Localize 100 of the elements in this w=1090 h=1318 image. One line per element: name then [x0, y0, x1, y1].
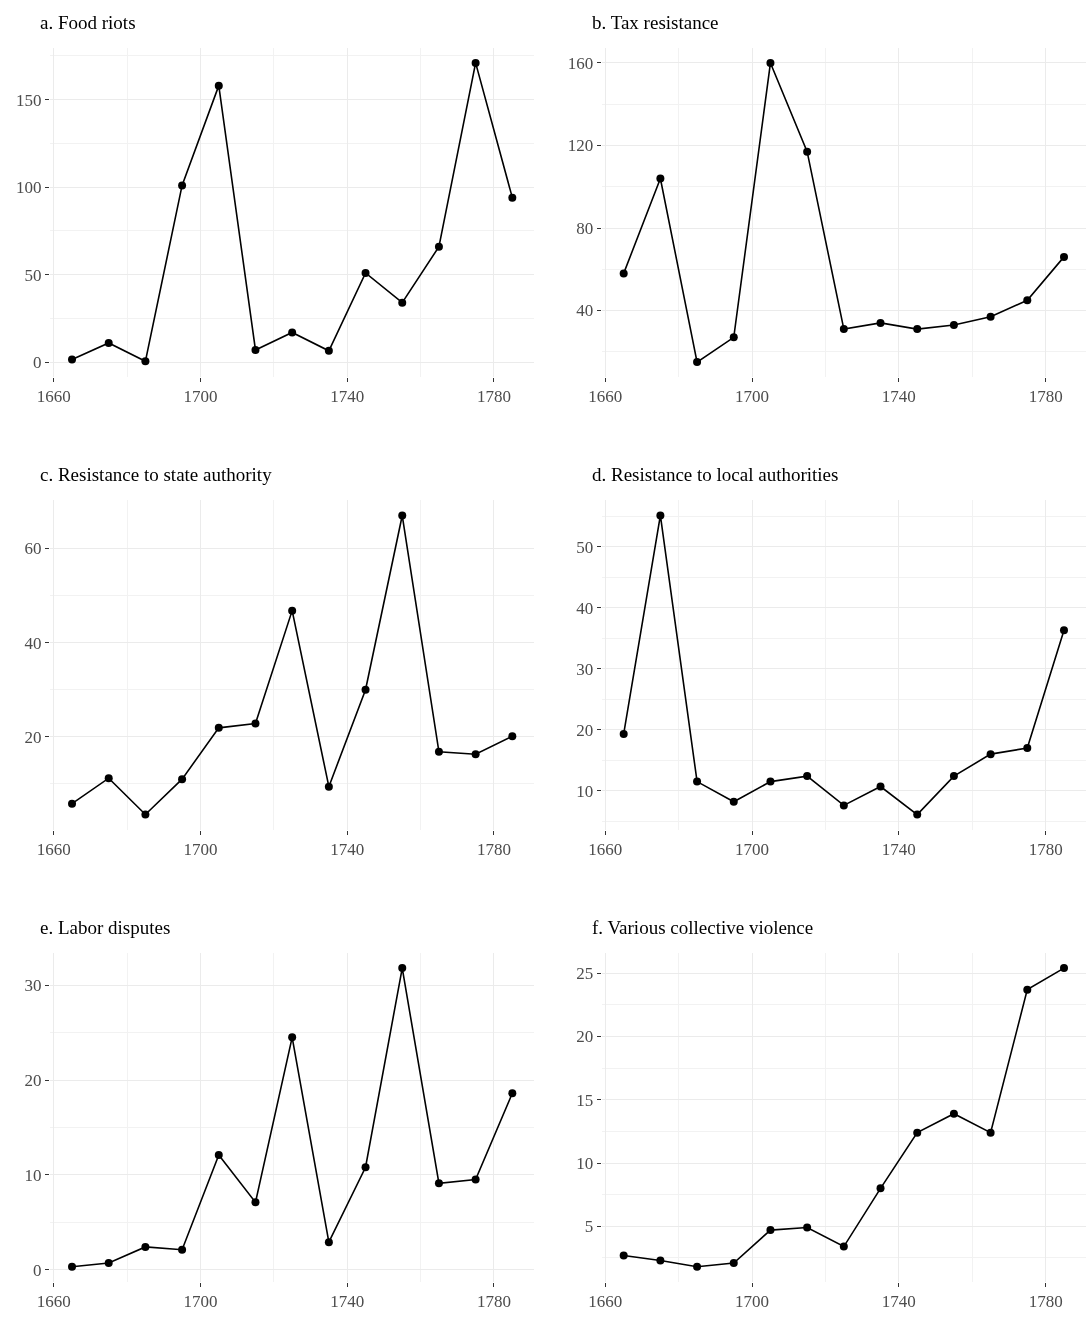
y-tick-label: 10 [24, 1165, 42, 1185]
point [693, 1262, 702, 1271]
point [251, 345, 260, 354]
point [398, 298, 407, 307]
point [656, 511, 665, 520]
y-tick-label: 0 [33, 1260, 42, 1280]
point [141, 357, 150, 366]
point [508, 193, 517, 202]
x-tick-label: 1780 [1028, 387, 1063, 407]
x-tick-label: 1780 [476, 1292, 511, 1312]
point [949, 320, 958, 329]
point [434, 242, 443, 251]
point [839, 801, 848, 810]
point [214, 723, 223, 732]
x-tick-label: 1780 [1028, 839, 1063, 859]
y-tick-label: 40 [576, 301, 594, 321]
y-tick-label: 100 [16, 178, 42, 198]
point [803, 772, 812, 781]
y-tick-label: 50 [24, 265, 42, 285]
point [949, 772, 958, 781]
chart-title: b. Tax resistance [592, 12, 719, 33]
chart-title: d. Resistance to local authorities [592, 464, 839, 485]
point [803, 147, 812, 156]
x-tick-label: 1780 [476, 839, 511, 859]
y-tick-label: 40 [576, 598, 594, 618]
point [656, 1256, 665, 1265]
point [434, 747, 443, 756]
point [986, 750, 995, 759]
point [1023, 985, 1032, 994]
point [104, 1259, 113, 1268]
y-tick-label: 0 [33, 353, 42, 373]
point [471, 1175, 480, 1184]
point [619, 1251, 628, 1260]
point [656, 174, 665, 183]
point [251, 719, 260, 728]
x-tick-label: 1740 [881, 387, 916, 407]
point [619, 269, 628, 278]
x-tick-label: 1740 [881, 1292, 916, 1312]
point [766, 58, 775, 67]
point [876, 318, 885, 327]
point [68, 355, 77, 364]
point [104, 774, 113, 783]
point [1023, 744, 1032, 753]
y-tick-label: 20 [576, 720, 594, 740]
point [288, 328, 297, 337]
x-tick-label: 1700 [183, 1292, 218, 1312]
point [693, 358, 702, 367]
point [361, 685, 370, 694]
point [766, 777, 775, 786]
y-tick-label: 10 [576, 781, 594, 801]
point [434, 1179, 443, 1188]
y-tick-label: 60 [24, 539, 42, 559]
point [876, 782, 885, 791]
x-tick-label: 1780 [476, 387, 511, 407]
point [251, 1198, 260, 1207]
x-tick-label: 1740 [330, 839, 365, 859]
point [803, 1223, 812, 1232]
point [178, 1245, 187, 1254]
point [178, 181, 187, 190]
x-tick-label: 1660 [36, 387, 71, 407]
y-tick-label: 5 [584, 1217, 594, 1237]
point [1059, 252, 1068, 261]
chart-title: e. Labor disputes [40, 917, 171, 938]
point [693, 777, 702, 786]
point [619, 729, 628, 738]
point [1059, 626, 1068, 635]
y-tick-label: 20 [576, 1027, 594, 1047]
y-tick-label: 30 [24, 976, 42, 996]
y-tick-label: 30 [576, 659, 594, 679]
point [288, 606, 297, 615]
x-tick-label: 1660 [588, 839, 623, 859]
x-tick-label: 1740 [881, 839, 916, 859]
chart-title: a. Food riots [40, 12, 136, 33]
y-tick-label: 40 [24, 633, 42, 653]
point [471, 58, 480, 67]
point [1023, 296, 1032, 305]
point [324, 346, 333, 355]
x-tick-label: 1780 [1028, 1292, 1063, 1312]
y-tick-label: 10 [576, 1153, 594, 1173]
point [141, 1242, 150, 1251]
point [729, 797, 738, 806]
point [471, 750, 480, 759]
point [214, 1150, 223, 1159]
point [398, 511, 407, 520]
point [729, 333, 738, 342]
point [913, 810, 922, 819]
y-tick-label: 20 [24, 1070, 42, 1090]
x-tick-label: 1740 [330, 1292, 365, 1312]
x-tick-label: 1660 [588, 1292, 623, 1312]
y-tick-label: 20 [24, 727, 42, 747]
x-tick-label: 1700 [735, 1292, 770, 1312]
point [1059, 964, 1068, 973]
y-tick-label: 160 [567, 53, 594, 73]
point [729, 1259, 738, 1268]
y-tick-label: 120 [567, 136, 594, 156]
chart-title: c. Resistance to state authority [40, 464, 273, 485]
x-tick-label: 1660 [36, 1292, 71, 1312]
point [361, 268, 370, 277]
point [986, 1128, 995, 1137]
point [214, 81, 223, 90]
